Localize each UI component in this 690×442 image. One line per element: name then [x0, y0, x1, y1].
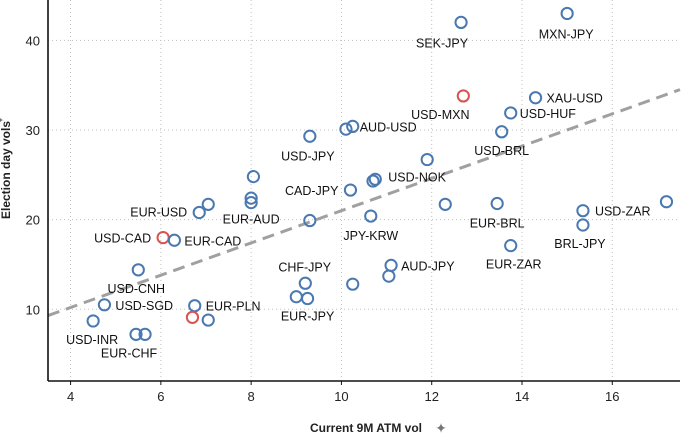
data-point [185, 310, 200, 324]
data-point [97, 298, 112, 312]
point-label: SEK-JPY [416, 36, 469, 50]
data-point [364, 209, 378, 223]
data-point [201, 197, 215, 211]
pin-icon: ✦ [0, 114, 7, 125]
point-label: AUD-JPY [401, 259, 455, 273]
x-tick-label: 12 [424, 389, 438, 404]
data-point [131, 263, 145, 277]
point-label: EUR-USD [130, 205, 187, 219]
x-tick-label: 14 [515, 389, 529, 404]
data-point [576, 218, 590, 232]
point-label: AUD-USD [360, 120, 417, 134]
point-label: USD-JPY [281, 149, 335, 163]
point-label: EUR-PLN [206, 300, 261, 314]
data-point [246, 170, 260, 184]
data-point [384, 258, 398, 272]
data-point [368, 172, 382, 186]
y-axis-title-group: Election day vols [0, 121, 13, 219]
y-tick-label: 40 [26, 33, 40, 48]
point-label: USD-CAD [94, 232, 151, 246]
data-point [303, 213, 317, 228]
point-label: USD-CNH [107, 282, 165, 296]
grid [48, 0, 680, 381]
x-axis-title: Current 9M ATM vol [310, 421, 422, 435]
point-label: MXN-JPY [539, 27, 595, 41]
point-label: USD-HUF [520, 107, 577, 121]
point-label: CHF-JPY [278, 260, 331, 274]
point-label: USD-NOK [388, 170, 446, 184]
data-point [346, 119, 360, 134]
data-point [201, 313, 215, 327]
data-point [303, 129, 317, 143]
data-point [86, 314, 100, 328]
point-label: EUR-CHF [101, 346, 158, 360]
data-point [289, 290, 303, 304]
data-point [438, 197, 452, 211]
data-point [300, 291, 315, 306]
point-label: USD-SGD [115, 299, 173, 313]
data-point [490, 196, 504, 211]
data-point [456, 89, 470, 103]
data-point [244, 191, 258, 205]
trendline-group [47, 88, 681, 317]
x-tick-label: 10 [334, 389, 348, 404]
data-point [244, 196, 258, 210]
data-point [129, 327, 143, 341]
data-point [156, 230, 170, 245]
axes: 4 6 8 10 12 14 16 10 20 30 40 [26, 0, 680, 404]
data-point [298, 276, 312, 290]
point-label: EUR-JPY [281, 310, 335, 324]
data-point [346, 277, 360, 291]
x-tick-label: 6 [157, 389, 164, 404]
point-label: JPY-KRW [343, 229, 398, 243]
point-label: USD-MXN [411, 108, 469, 122]
data-point [366, 174, 380, 188]
data-point [382, 269, 396, 283]
point-label: USD-ZAR [595, 205, 651, 219]
point-label: EUR-BRL [470, 216, 525, 230]
data-point [339, 122, 353, 136]
x-tick-label: 4 [67, 389, 74, 404]
y-axis-title: Election day vols [0, 121, 13, 219]
point-label: EUR-AUD [223, 213, 280, 227]
data-point [167, 233, 181, 247]
x-axis-title-group: Current 9M ATM vol ✦ [310, 420, 447, 436]
data-point [138, 327, 152, 341]
point-label: XAU-USD [547, 92, 603, 106]
y-tick-label: 20 [26, 213, 40, 228]
point-label: USD-INR [66, 333, 118, 347]
y-tick-label: 30 [26, 123, 40, 138]
point-label: USD-BRL [474, 144, 529, 158]
points [86, 6, 674, 341]
data-point [495, 125, 509, 139]
data-point [420, 152, 434, 167]
data-point [560, 6, 574, 21]
data-point [659, 195, 674, 209]
point-label: EUR-ZAR [486, 258, 542, 272]
data-point [504, 239, 518, 253]
x-tick-label: 16 [605, 389, 619, 404]
point-label: BRL-JPY [554, 237, 606, 251]
pin-icon: ✦ [435, 420, 447, 436]
y-tick-label: 10 [26, 302, 40, 317]
data-point [504, 106, 518, 120]
x-tick-label: 8 [248, 389, 255, 404]
data-point [528, 91, 543, 105]
point-label: EUR-CAD [184, 234, 241, 248]
data-point [188, 299, 202, 313]
data-point [576, 204, 590, 218]
data-point [454, 15, 468, 30]
data-point [192, 205, 206, 220]
data-point [343, 183, 358, 197]
point-label: CAD-JPY [285, 184, 339, 198]
trendline [47, 88, 681, 317]
